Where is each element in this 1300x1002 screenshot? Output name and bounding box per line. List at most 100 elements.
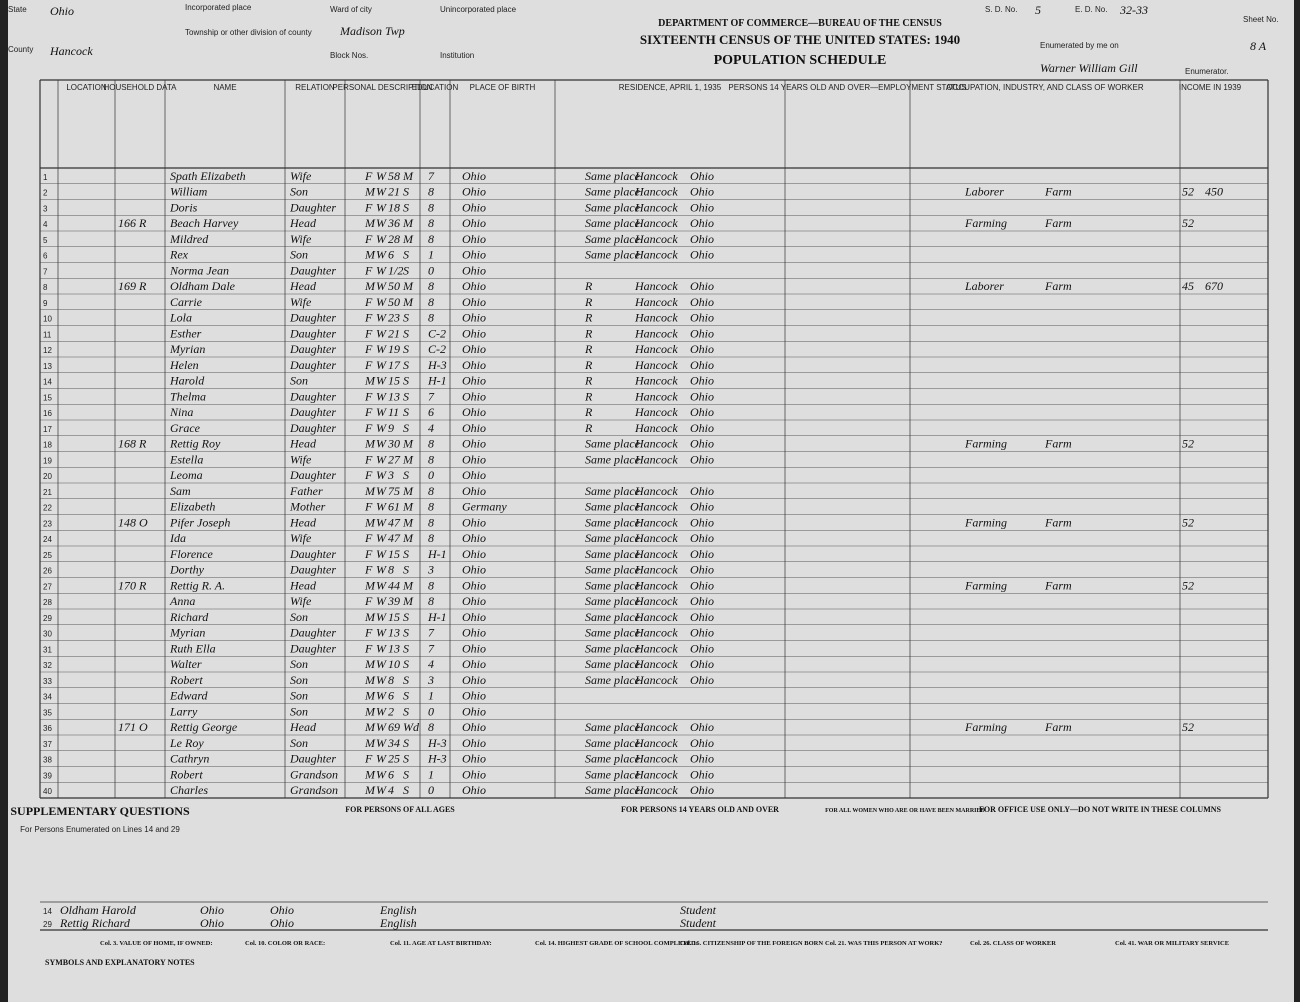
state-1935: Ohio	[690, 783, 714, 797]
value: 8 A	[1250, 39, 1267, 53]
note: Col. 10. COLOR OR RACE:	[245, 940, 325, 947]
race: W	[376, 531, 387, 545]
column-header: RESIDENCE, APRIL 1, 1935	[619, 83, 722, 92]
sex: M	[364, 783, 376, 797]
age: 15	[388, 374, 400, 388]
column-header: NAME	[213, 83, 236, 92]
race: W	[376, 342, 387, 356]
sex: M	[364, 657, 376, 671]
grade: 8	[428, 185, 434, 199]
city-1935: Same place	[585, 169, 641, 183]
race: W	[376, 720, 387, 734]
race: W	[376, 437, 387, 451]
county-1935: Hancock	[634, 531, 678, 545]
age: 75	[388, 484, 400, 498]
marital: M	[402, 232, 414, 246]
state-1935: Ohio	[690, 200, 714, 214]
grade: 8	[428, 216, 434, 230]
relation: Wife	[290, 169, 312, 183]
race: W	[376, 515, 387, 529]
age: 36	[387, 216, 400, 230]
birthplace: Ohio	[462, 311, 486, 325]
race: W	[376, 185, 387, 199]
sex: F	[364, 311, 373, 325]
age: 19	[388, 342, 400, 356]
birthplace: Ohio	[462, 389, 486, 403]
birthplace: Ohio	[462, 610, 486, 624]
race: W	[376, 563, 387, 577]
race: W	[376, 452, 387, 466]
state-1935: Ohio	[690, 374, 714, 388]
race: W	[376, 610, 387, 624]
birthplace: Ohio	[462, 484, 486, 498]
state-1935: Ohio	[690, 248, 714, 262]
name: Carrie	[170, 295, 203, 309]
state-1935: Ohio	[690, 626, 714, 640]
county-1935: Hancock	[634, 752, 678, 766]
name: Richard	[169, 610, 209, 624]
city-1935: Same place	[585, 610, 641, 624]
grade: C-2	[428, 342, 446, 356]
marital: S	[403, 752, 409, 766]
name: Rettig George	[169, 720, 238, 734]
label: Unincorporated place	[440, 5, 517, 14]
city-1935: Same place	[585, 547, 641, 561]
age: 21	[388, 326, 400, 340]
dwelling: 169 R	[118, 279, 147, 293]
city-1935: R	[584, 389, 593, 403]
state-1935: Ohio	[690, 185, 714, 199]
race: W	[376, 169, 387, 183]
marital: M	[402, 452, 414, 466]
sex: M	[364, 515, 376, 529]
race: W	[376, 358, 387, 372]
grade: 3	[427, 563, 434, 577]
birthplace: Ohio	[462, 437, 486, 451]
city-1935: Same place	[585, 185, 641, 199]
city-1935: R	[584, 279, 593, 293]
county-1935: Hancock	[634, 500, 678, 514]
relation: Son	[290, 673, 308, 687]
sex: F	[364, 563, 373, 577]
county-1935: Hancock	[634, 437, 678, 451]
race: W	[376, 689, 387, 703]
age: 27	[388, 452, 401, 466]
dwelling: 166 R	[118, 216, 147, 230]
line-no: 18	[43, 441, 52, 450]
column-header: RELATION	[295, 83, 335, 92]
city-1935: Same place	[585, 720, 641, 734]
name: Beach Harvey	[170, 216, 239, 230]
supp-cell: Ohio	[200, 916, 224, 930]
grade: H-1	[427, 374, 447, 388]
sex: F	[364, 169, 373, 183]
weeks: 52	[1182, 578, 1194, 592]
city-1935: R	[584, 295, 593, 309]
name: Lola	[169, 311, 192, 325]
grade: 8	[428, 311, 434, 325]
name: Charles	[170, 783, 208, 797]
grade: 8	[428, 200, 434, 214]
column-header: HOUSEHOLD DATA	[103, 83, 177, 92]
line-no: 14	[43, 378, 52, 387]
marital: S	[403, 405, 409, 419]
grade: 1	[428, 689, 434, 703]
sex: F	[364, 531, 373, 545]
supp-cell: Student	[680, 903, 717, 917]
state-1935: Ohio	[690, 641, 714, 655]
schedule-title: POPULATION SCHEDULE	[714, 53, 887, 68]
marital: S	[403, 263, 409, 277]
race: W	[376, 468, 387, 482]
line-no: 7	[43, 267, 48, 276]
marital: M	[402, 594, 414, 608]
marital: M	[402, 484, 414, 498]
relation: Son	[290, 610, 308, 624]
relation: Head	[289, 279, 317, 293]
marital: S	[403, 547, 409, 561]
grade: 0	[428, 783, 434, 797]
industry: Farm	[1044, 185, 1072, 199]
sex: M	[364, 374, 376, 388]
state-1935: Ohio	[690, 421, 714, 435]
county-1935: Hancock	[634, 767, 678, 781]
city-1935: R	[584, 326, 593, 340]
relation: Wife	[290, 531, 312, 545]
birthplace: Ohio	[462, 594, 486, 608]
